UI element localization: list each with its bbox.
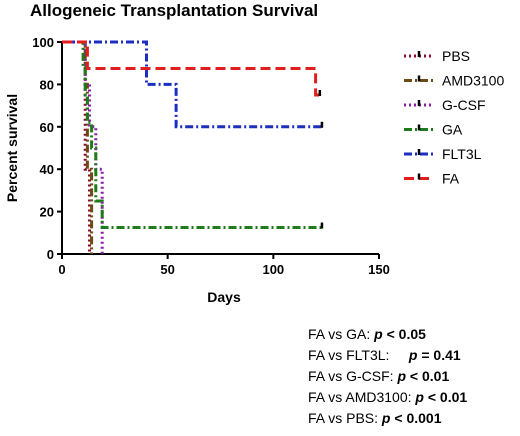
stat-p-value: < 0.001 [394, 410, 442, 426]
legend-label: FA [442, 171, 460, 187]
legend-label: GA [442, 122, 463, 138]
stat-p-value: < 0.05 [386, 326, 426, 342]
y-tick-label: 100 [32, 35, 54, 50]
legend-item-fa: FA [404, 171, 460, 187]
y-tick-label: 60 [40, 120, 54, 135]
series-layer [62, 40, 324, 254]
stat-p-value: < 0.01 [427, 389, 468, 405]
x-axis-label: Days [207, 289, 241, 305]
legend-item-ga: GA [404, 122, 463, 138]
legend-item-flt3l: FLT3L [404, 146, 482, 162]
y-axis-label: Percent survival [4, 94, 20, 202]
series-line-amd3100 [62, 40, 94, 254]
x-tick-label: 50 [160, 262, 174, 277]
stat-p-value: < 0.01 [409, 368, 450, 384]
stat-p-symbol: p [393, 368, 410, 384]
x-tick-label: 0 [58, 262, 65, 277]
stat-p-symbol: p [370, 326, 387, 342]
legend-label: AMD3100 [442, 73, 504, 89]
legend-item-pbs: PBS [404, 48, 470, 64]
stat-comparison: FA vs AMD3100: [308, 389, 412, 405]
stat-comparison: FA vs G-CSF: [308, 368, 394, 384]
series-line-fa [62, 40, 322, 97]
y-tick-label: 0 [47, 247, 54, 262]
series-line-ga [62, 40, 322, 229]
series-line-flt3l [62, 40, 322, 129]
legend-label: PBS [442, 48, 470, 64]
legend-item-g-csf: G-CSF [404, 97, 486, 113]
legend-label: FLT3L [442, 146, 482, 162]
stat-p-value: = 0.41 [421, 347, 461, 363]
stats-panel: FA vs GA: p < 0.05 FA vs FLT3L: p = 0.41 F… [308, 324, 467, 429]
x-tick-label: 100 [262, 262, 284, 277]
stat-row: FA vs FLT3L: p = 0.41 [308, 345, 467, 366]
series-line-g-csf [62, 40, 104, 254]
stat-row: FA vs PBS: p < 0.001 [308, 408, 467, 429]
stat-comparison: FA vs GA: [308, 326, 371, 342]
stat-comparison: FA vs PBS: [308, 410, 379, 426]
stat-p-symbol: p [411, 389, 428, 405]
chart-title: Allogeneic Transplantation Survival [30, 1, 318, 20]
stat-row: FA vs GA: p < 0.05 [308, 324, 467, 345]
legend-item-amd3100: AMD3100 [404, 73, 504, 89]
y-tick-label: 20 [40, 205, 54, 220]
legend-label: G-CSF [442, 97, 486, 113]
legend: PBS AMD3100 G-CSF GA FLT3L FA [404, 48, 504, 187]
y-tick-label: 80 [40, 77, 54, 92]
axes: 0 50 100 150 0 20 40 60 80 100 [32, 35, 390, 277]
stat-p-symbol: p [405, 347, 422, 363]
stat-comparison: FA vs FLT3L: [308, 347, 405, 363]
stat-row: FA vs G-CSF: p < 0.01 [308, 366, 467, 387]
stat-p-symbol: p [378, 410, 395, 426]
stat-row: FA vs AMD3100: p < 0.01 [308, 387, 467, 408]
y-tick-label: 40 [40, 162, 54, 177]
x-tick-label: 150 [368, 262, 390, 277]
